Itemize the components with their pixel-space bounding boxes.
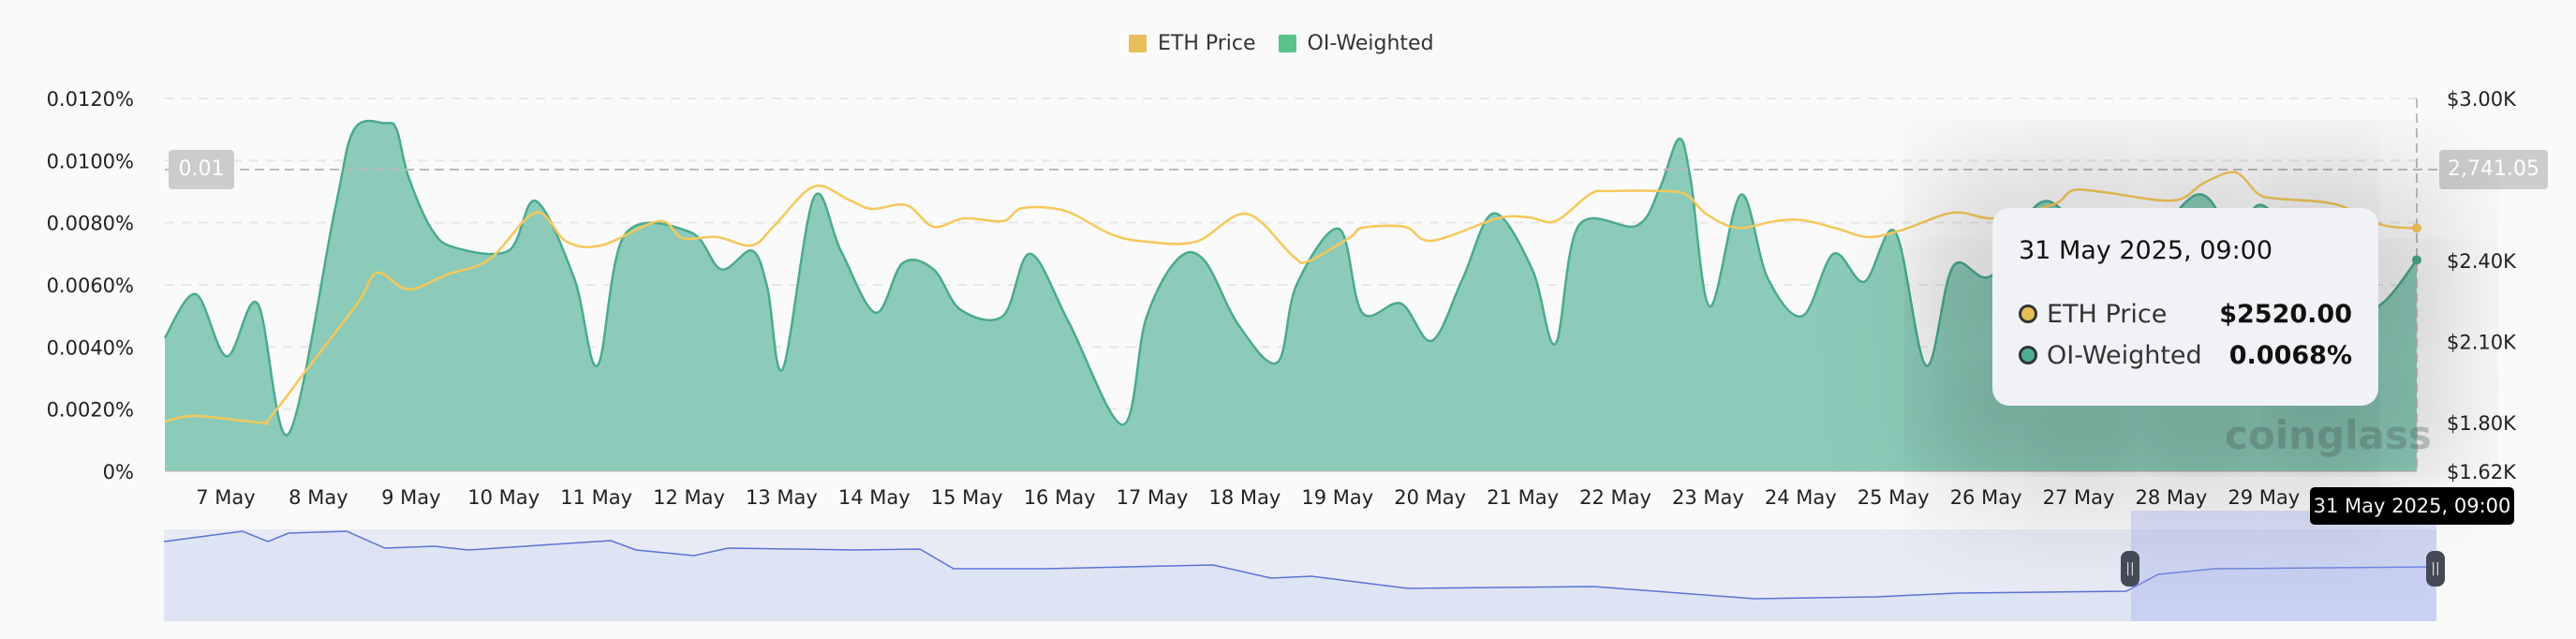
legend-swatch — [1129, 35, 1147, 52]
grip-icon: || — [2125, 561, 2135, 576]
tooltip-series-value: 0.0068% — [2228, 340, 2352, 370]
legend: ETH Price OI-Weighted — [1129, 32, 1457, 55]
tooltip-row-eth-price: ETH Price $2520.00 — [2019, 293, 2352, 334]
crosshair — [165, 98, 2439, 471]
x-tick-label: 19 May — [1301, 486, 1373, 509]
y-left-tick-label: 0.0040% — [47, 336, 134, 359]
oi-weighted-active-point — [2412, 255, 2421, 265]
x-tick-label: 8 May — [289, 486, 348, 509]
y-left-tick-label: 0.0060% — [47, 275, 134, 297]
x-tick-label: 24 May — [1765, 486, 1837, 509]
x-tick-label: 14 May — [838, 486, 910, 509]
coinglass-watermark: coinglass — [2225, 412, 2432, 458]
y-left-tick-label: 0.0120% — [47, 88, 134, 111]
tooltip-series-value: $2520.00 — [2219, 299, 2352, 329]
legend-swatch — [1278, 35, 1296, 52]
y-left-tick-label: 0.0100% — [47, 150, 134, 172]
y-left-tick-label: 0% — [103, 461, 134, 483]
tooltip-row-oi-weighted: OI-Weighted 0.0068% — [2019, 334, 2352, 376]
x-tick-label: 29 May — [2228, 486, 2300, 509]
x-tick-label: 15 May — [931, 486, 1003, 509]
navigator-left-handle[interactable]: || — [2121, 551, 2139, 587]
tooltip: 31 May 2025, 09:00 ETH Price $2520.00 OI… — [1992, 208, 2378, 406]
x-tick-label: 25 May — [1858, 486, 1930, 509]
y-left-tick-label: 0.0080% — [47, 213, 134, 235]
x-tick-label: 16 May — [1024, 486, 1096, 509]
x-tick-label: 17 May — [1117, 486, 1189, 509]
tooltip-series-name: ETH Price — [2047, 299, 2168, 329]
x-tick-label: 12 May — [653, 486, 725, 509]
navigator-right-handle[interactable]: || — [2426, 551, 2445, 587]
x-tick-label: 21 May — [1487, 486, 1559, 509]
legend-item-eth-price[interactable]: ETH Price — [1129, 32, 1256, 55]
x-tick-label: 7 May — [196, 486, 255, 509]
y-right-tick-label: $1.62K — [2447, 461, 2517, 483]
y-right-tick-label: $2.10K — [2447, 332, 2517, 354]
legend-label: OI-Weighted — [1307, 32, 1434, 55]
tooltip-series-name: OI-Weighted — [2047, 340, 2202, 370]
y-right-tick-label: $1.80K — [2447, 412, 2517, 435]
axes-layer: 0% 0.0020% 0.0040% 0.0060% 0.0080% 0.0100% 0.0… — [47, 88, 2518, 509]
crosshair-x-label: 31 May 2025, 09:00 — [2310, 487, 2514, 525]
navigator-area — [164, 531, 2436, 621]
crosshair-left-label: 0.01 — [169, 150, 234, 189]
y-right-tick-label: $2.40K — [2447, 250, 2517, 273]
eth-price-dot-icon — [2019, 305, 2037, 323]
legend-item-oi-weighted[interactable]: OI-Weighted — [1278, 32, 1434, 55]
x-tick-label: 13 May — [746, 486, 818, 509]
x-tick-label: 28 May — [2135, 486, 2207, 509]
x-tick-label: 20 May — [1394, 486, 1466, 509]
legend-label: ETH Price — [1158, 32, 1256, 55]
data-zoom-navigator[interactable] — [163, 511, 2437, 621]
crosshair-right-label: 2,741.05 — [2439, 150, 2548, 189]
navigator-selected-range[interactable] — [2131, 511, 2436, 621]
oi-weighted-area — [165, 121, 2417, 471]
x-tick-label: 26 May — [1950, 486, 2022, 509]
x-tick-label: 23 May — [1672, 486, 1744, 509]
x-tick-label: 22 May — [1579, 486, 1651, 509]
grip-icon: || — [2431, 561, 2440, 576]
oi-weighted-dot-icon — [2019, 346, 2037, 364]
x-tick-label: 9 May — [381, 486, 440, 509]
x-tick-label: 27 May — [2043, 486, 2115, 509]
eth-price-active-point — [2412, 223, 2421, 233]
y-right-tick-label: $3.00K — [2447, 88, 2517, 111]
x-tick-label: 18 May — [1208, 486, 1281, 509]
oi-weighted-line — [163, 119, 2418, 437]
x-tick-label: 10 May — [467, 486, 540, 509]
navigator-line — [163, 530, 2437, 600]
y-left-tick-label: 0.0020% — [47, 399, 134, 422]
x-tick-label: 11 May — [560, 486, 632, 509]
tooltip-title: 31 May 2025, 09:00 — [2019, 236, 2273, 265]
